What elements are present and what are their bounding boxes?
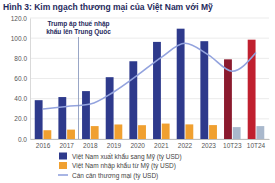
y-tick-label: 20.0 bbox=[14, 115, 27, 122]
legend: Việt Nam xuất khẩu sang Mỹ (tỷ USD)Việt … bbox=[58, 152, 182, 180]
bar bbox=[200, 41, 208, 139]
x-tick-label: 2018 bbox=[83, 142, 98, 149]
y-tick-label: 40.0 bbox=[14, 95, 27, 102]
x-tick: 2021 bbox=[154, 139, 169, 149]
x-tick-label: 2019 bbox=[107, 142, 122, 149]
x-tick-label: 2016 bbox=[36, 142, 51, 149]
x-tick: 2022 bbox=[178, 139, 193, 149]
bar bbox=[233, 127, 241, 139]
y-axis: 0.0 20.0 40.0 60.0 80.0 100.0 120.0 bbox=[11, 15, 31, 143]
grid-line bbox=[30, 58, 269, 59]
x-tick-label: 2022 bbox=[178, 142, 193, 149]
x-tick: 2018 bbox=[83, 139, 98, 149]
x-axis-line bbox=[31, 139, 270, 140]
annotation-line bbox=[78, 37, 79, 139]
bar-series bbox=[43, 124, 264, 139]
y-tick-label: 60.0 bbox=[14, 75, 27, 82]
y-tick: 0.0 bbox=[18, 136, 30, 143]
bar bbox=[43, 130, 51, 139]
chart-container: Hình 3: Kim ngạch thương mại của Việt Na… bbox=[0, 0, 275, 183]
bar bbox=[82, 91, 90, 139]
legend-item: Cán cân thương mại (tỷ USD) bbox=[58, 172, 158, 180]
annotation-box bbox=[44, 19, 113, 37]
x-tick-label: 2023 bbox=[201, 142, 216, 149]
grid-line bbox=[30, 18, 269, 19]
x-tick: 10T23 bbox=[223, 139, 242, 149]
chart-svg: Hình 3: Kim ngạch thương mại của Việt Na… bbox=[0, 0, 275, 183]
x-tick-label: 2020 bbox=[130, 142, 145, 149]
x-tick-label: 2017 bbox=[59, 142, 74, 149]
legend-swatch bbox=[59, 162, 67, 169]
legend-label: Cán cân thương mại (tỷ USD) bbox=[72, 172, 158, 180]
bar bbox=[209, 125, 217, 139]
bar bbox=[106, 77, 114, 139]
bar-series bbox=[35, 29, 256, 139]
x-tick-label: 2021 bbox=[154, 142, 169, 149]
x-tick: 2019 bbox=[107, 139, 122, 149]
y-tick: 100.0 bbox=[11, 35, 30, 42]
grid bbox=[30, 18, 269, 139]
bar bbox=[35, 100, 43, 139]
y-tick-label: 0.0 bbox=[18, 136, 27, 143]
x-tick-label: 10T23 bbox=[223, 142, 242, 149]
legend-item: Việt Nam xuất khẩu sang Mỹ (tỷ USD) bbox=[59, 152, 182, 161]
annotation-text: khẩu lên Trung Quốc bbox=[46, 28, 111, 36]
y-tick: 20.0 bbox=[14, 115, 30, 122]
grid-line bbox=[30, 78, 269, 79]
marks bbox=[35, 29, 265, 139]
line bbox=[43, 43, 256, 109]
x-tick: 2020 bbox=[130, 139, 145, 149]
y-tick: 80.0 bbox=[14, 55, 30, 62]
annotation: Trump áp thuế nhậpkhẩu lên Trung Quốc bbox=[44, 19, 113, 139]
plot: 0.020.040.060.080.0100.0120.020162017201… bbox=[11, 15, 270, 149]
y-tick: 60.0 bbox=[14, 75, 30, 82]
bar bbox=[58, 97, 66, 139]
y-tick: 120.0 bbox=[11, 15, 30, 22]
bar bbox=[256, 126, 264, 139]
legend-item: Việt Nam nhập khẩu từ Mỹ (tỷ USD) bbox=[59, 162, 176, 170]
bar bbox=[138, 125, 146, 139]
bar bbox=[91, 126, 99, 139]
bar bbox=[153, 42, 161, 139]
chart-title: Hình 3: Kim ngạch thương mại của Việt Na… bbox=[3, 2, 213, 12]
legend-swatch bbox=[59, 153, 67, 160]
y-axis-line bbox=[30, 19, 31, 140]
y-tick-label: 80.0 bbox=[14, 55, 27, 62]
legend-label: Việt Nam xuất khẩu sang Mỹ (tỷ USD) bbox=[72, 152, 182, 161]
bar bbox=[67, 130, 75, 139]
bar bbox=[114, 124, 122, 139]
x-tick: 2016 bbox=[36, 139, 51, 149]
legend-swatch bbox=[58, 174, 68, 176]
y-tick-label: 120.0 bbox=[11, 15, 28, 22]
bar bbox=[185, 124, 193, 139]
x-tick: 10T24 bbox=[247, 139, 266, 149]
x-tick: 2017 bbox=[59, 139, 74, 149]
bar bbox=[162, 124, 170, 139]
y-tick-label: 100.0 bbox=[11, 35, 28, 42]
grid-line bbox=[30, 38, 269, 39]
x-tick-label: 10T24 bbox=[247, 142, 266, 149]
legend-label: Việt Nam nhập khẩu từ Mỹ (tỷ USD) bbox=[72, 162, 176, 170]
x-tick: 2023 bbox=[201, 139, 216, 149]
x-axis: 2016 2017 2018 2019 2020 2021 2022 2023 10T23 10T… bbox=[31, 139, 270, 149]
y-tick: 40.0 bbox=[14, 95, 30, 102]
bar bbox=[129, 61, 137, 139]
